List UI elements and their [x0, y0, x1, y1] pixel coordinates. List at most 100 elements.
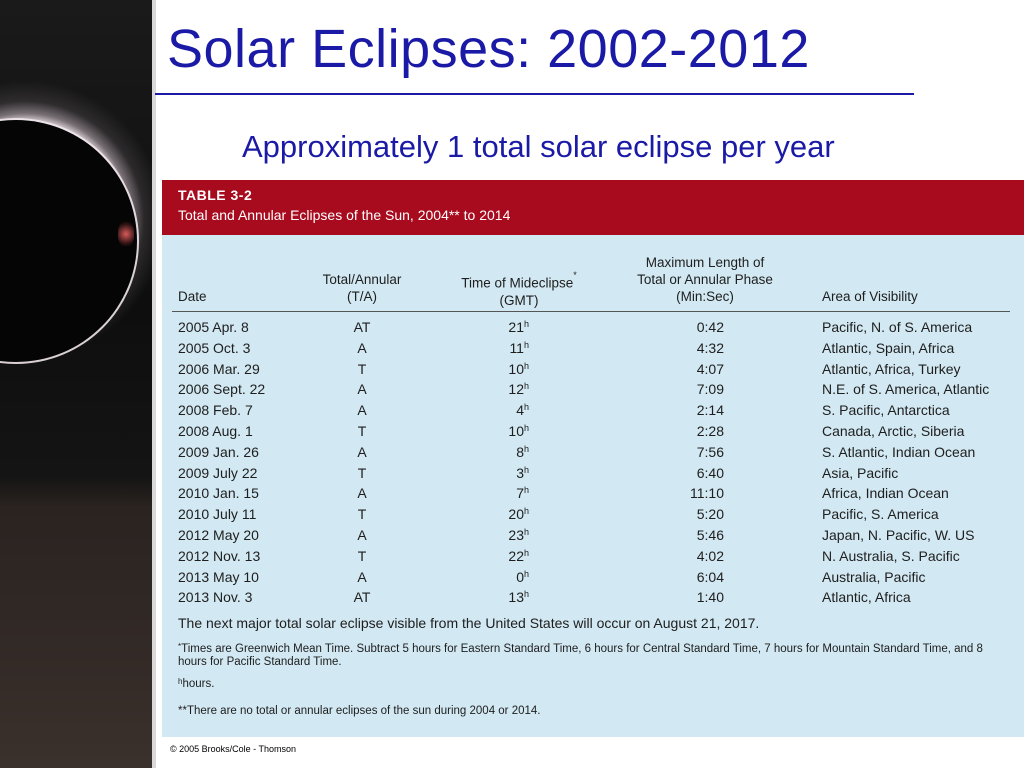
col-header-total-annular: Total/Annular (T/A): [322, 272, 402, 304]
cell-area: Canada, Arctic, Siberia: [822, 422, 965, 439]
footnote-years: **There are no total or annular eclipses…: [178, 705, 541, 717]
cell-total-annular: A: [357, 443, 367, 460]
col-header-date: Date: [178, 289, 207, 304]
cell-length: 6:40: [696, 464, 724, 481]
cell-time: 23h: [508, 526, 529, 543]
table-number: TABLE 3-2: [178, 187, 253, 203]
cell-time: 8h: [516, 443, 529, 460]
cell-length: 4:02: [696, 547, 724, 564]
cell-area: Asia, Pacific: [822, 464, 899, 481]
cell-date: 2012 May 20: [178, 526, 259, 543]
cell-total-annular: T: [357, 547, 367, 564]
cell-length: 7:56: [696, 443, 724, 460]
cell-area: S. Atlantic, Indian Ocean: [822, 443, 976, 460]
cell-length: 2:14: [696, 402, 724, 419]
cell-date: 2005 Apr. 8: [178, 319, 249, 335]
table-header-band: TABLE 3-2 Total and Annular Eclipses of …: [162, 180, 1024, 235]
cell-area: S. Pacific, Antarctica: [822, 402, 950, 419]
table-row: 2012 Nov. 13 T 4:02 N. Australia, S. Pacifi…: [162, 547, 1024, 568]
solar-prominence: [118, 222, 134, 246]
cell-area: N. Australia, S. Pacific: [822, 547, 960, 564]
table-row: 2010 Jan. 15 A 11:10 Africa, Indian Ocean 7h: [162, 484, 1024, 505]
cell-area: Atlantic, Spain, Africa: [822, 339, 955, 356]
cell-area: Atlantic, Africa, Turkey: [822, 360, 961, 377]
cell-length: 0:42: [696, 319, 724, 335]
cell-total-annular: A: [357, 485, 367, 502]
cell-total-annular: T: [357, 360, 367, 377]
cell-time: 21h: [508, 319, 529, 335]
cell-date: 2009 July 22: [178, 464, 258, 481]
col-header-area: Area of Visibility: [822, 289, 918, 304]
footnote-gmt: *Times are Greenwich Mean Time. Subtract…: [178, 642, 983, 668]
cell-area: Australia, Pacific: [822, 568, 926, 585]
cell-length: 7:09: [696, 381, 724, 398]
cell-total-annular: A: [357, 402, 367, 419]
cell-date: 2013 Nov. 3: [178, 589, 253, 606]
cell-total-annular: A: [357, 339, 367, 356]
footnote-hours: hhours.: [178, 677, 215, 690]
cell-length: 6:04: [696, 568, 724, 585]
cell-area: Africa, Indian Ocean: [822, 485, 949, 502]
photo-divider: [152, 0, 156, 768]
table-row: 2006 Sept. 22 A 7:09 N.E. of S. America, At…: [162, 380, 1024, 401]
cell-length: 1:40: [696, 589, 724, 606]
table-body: 2005 Apr. 8 AT 0:42 Pacific, N. of S. Ameri…: [162, 318, 1024, 609]
cell-date: 2013 May 10: [178, 568, 259, 585]
eclipse-table: TABLE 3-2 Total and Annular Eclipses of …: [162, 180, 1024, 737]
table-row: 2005 Apr. 8 AT 0:42 Pacific, N. of S. Ameri…: [162, 318, 1024, 339]
cell-time: 10h: [508, 422, 529, 439]
cell-time: 7h: [516, 485, 529, 502]
cell-total-annular: A: [357, 568, 367, 585]
cell-area: Pacific, S. America: [822, 506, 939, 523]
cell-time: 3h: [516, 464, 529, 481]
slide-title: Solar Eclipses: 2002-2012: [167, 19, 810, 79]
table-row: 2009 July 22 T 6:40 Asia, Pacific 3h: [162, 464, 1024, 485]
cell-time: 4h: [516, 402, 529, 419]
cell-total-annular: T: [357, 422, 367, 439]
table-note: The next major total solar eclipse visib…: [178, 615, 760, 631]
cell-date: 2006 Mar. 29: [178, 360, 260, 377]
cell-date: 2010 July 11: [178, 506, 257, 523]
cell-date: 2010 Jan. 15: [178, 485, 259, 502]
cell-date: 2006 Sept. 22: [178, 381, 266, 398]
cell-total-annular: A: [357, 381, 367, 398]
cell-date: 2008 Aug. 1: [178, 422, 253, 439]
table-row: 2005 Oct. 3 A 4:32 Atlantic, Spain, Africa 1…: [162, 339, 1024, 360]
table-row: 2010 July 11 T 5:20 Pacific, S. America 20h: [162, 505, 1024, 526]
cell-time: 0h: [516, 568, 529, 585]
col-header-time: Time of Mideclipse* (GMT): [461, 270, 577, 308]
table-row: 2008 Feb. 7 A 2:14 S. Pacific, Antarctica 4h: [162, 401, 1024, 422]
cell-time: 13h: [508, 589, 529, 606]
cell-length: 4:07: [696, 360, 724, 377]
cell-area: Pacific, N. of S. America: [822, 319, 973, 335]
cell-time: 20h: [508, 506, 529, 523]
table-caption: Total and Annular Eclipses of the Sun, 2…: [178, 207, 511, 223]
cell-total-annular: AT: [353, 319, 371, 335]
cell-date: 2012 Nov. 13: [178, 547, 261, 564]
table-row: 2012 May 20 A 5:46 Japan, N. Pacific, W. US…: [162, 526, 1024, 547]
cell-length: 11:10: [690, 485, 724, 502]
cell-date: 2008 Feb. 7: [178, 402, 253, 419]
table-row: 2009 Jan. 26 A 7:56 S. Atlantic, Indian Oce…: [162, 443, 1024, 464]
cell-time: 12h: [508, 381, 529, 398]
cell-total-annular: A: [357, 526, 367, 543]
title-underline: [155, 93, 914, 95]
cell-total-annular: T: [357, 464, 367, 481]
cell-area: Japan, N. Pacific, W. US: [822, 526, 975, 543]
cell-date: 2005 Oct. 3: [178, 339, 251, 356]
eclipse-photo: [0, 0, 155, 768]
table-row: 2006 Mar. 29 T 4:07 Atlantic, Africa, Turke…: [162, 360, 1024, 381]
col-header-length: Maximum Length of Total or Annular Phase…: [637, 255, 773, 304]
cell-length: 4:32: [696, 339, 724, 356]
copyright: © 2005 Brooks/Cole - Thomson: [170, 744, 297, 754]
cell-time: 10h: [508, 360, 529, 377]
cell-area: Atlantic, Africa: [822, 589, 911, 606]
header-rule: [172, 311, 1010, 312]
cell-total-annular: AT: [353, 589, 371, 606]
cell-total-annular: T: [357, 506, 367, 523]
cell-length: 5:20: [696, 506, 724, 523]
cell-date: 2009 Jan. 26: [178, 443, 259, 460]
cell-area: N.E. of S. America, Atlantic: [822, 381, 990, 398]
cell-length: 2:28: [696, 422, 724, 439]
slide-subtitle: Approximately 1 total solar eclipse per …: [242, 129, 835, 164]
